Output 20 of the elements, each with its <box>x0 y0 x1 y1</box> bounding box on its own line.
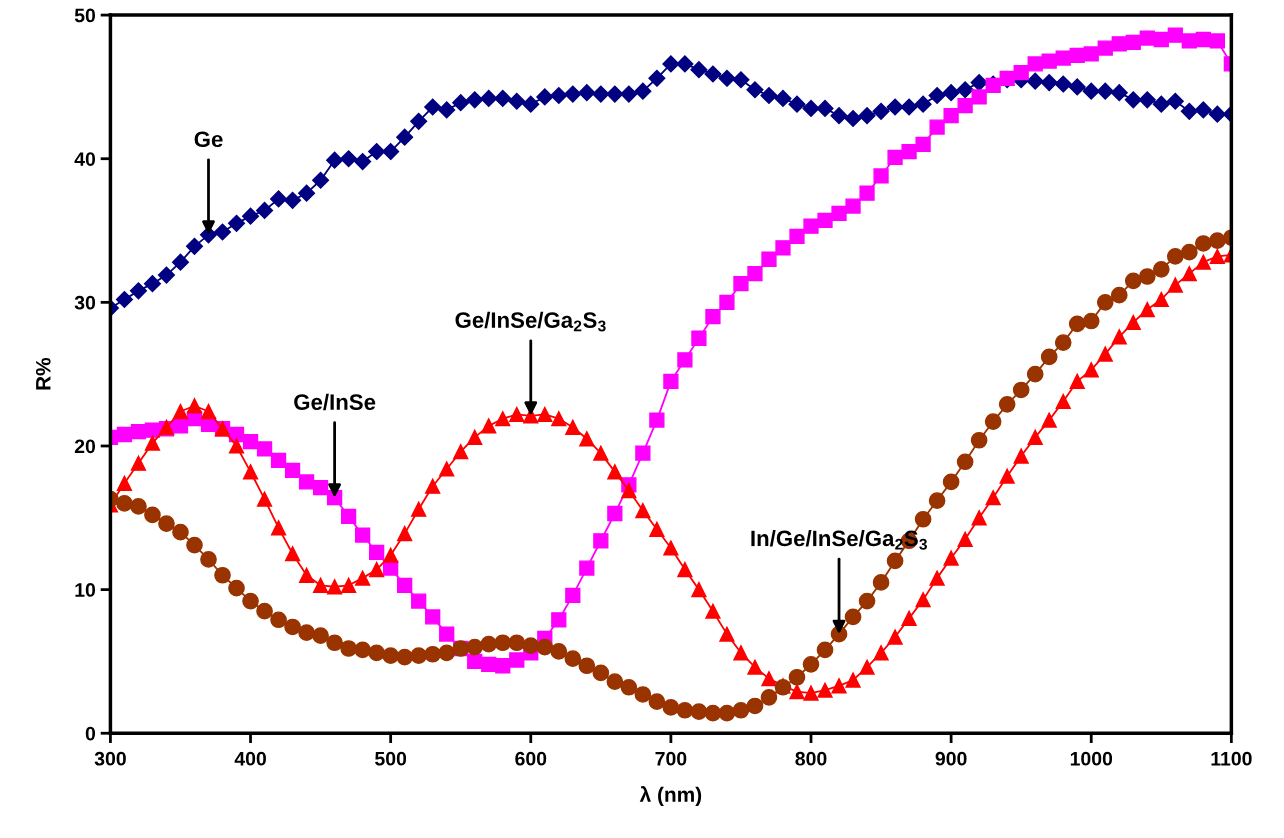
y-axis-title: R% <box>35 357 51 390</box>
x-axis-title: λ (nm) <box>639 786 702 807</box>
x-tick-label: 300 <box>94 751 126 766</box>
y-tick-label: 30 <box>74 295 96 310</box>
y-tick-label: 10 <box>75 583 96 597</box>
y-tick-label: 40 <box>74 152 96 166</box>
y-tick-label: 0 <box>85 726 96 741</box>
x-tick-label: 600 <box>515 751 547 766</box>
x-tick-label: 500 <box>375 751 407 766</box>
annotation: Ge/InSe/Ga$_{2}$S$_{3}$ <box>455 311 606 332</box>
y-tick-label: 50 <box>74 8 96 23</box>
x-tick-label: 1100 <box>1211 751 1252 766</box>
x-tick-label: 700 <box>655 751 687 766</box>
annotation: Ge <box>194 131 223 148</box>
x-tick-label: 800 <box>795 751 827 766</box>
x-tick-label: 1000 <box>1070 751 1113 766</box>
x-tick-label: 900 <box>935 751 967 766</box>
annotation: Ge/InSe <box>294 393 376 411</box>
x-tick-label: 400 <box>234 751 266 766</box>
y-tick-label: 20 <box>74 439 96 454</box>
